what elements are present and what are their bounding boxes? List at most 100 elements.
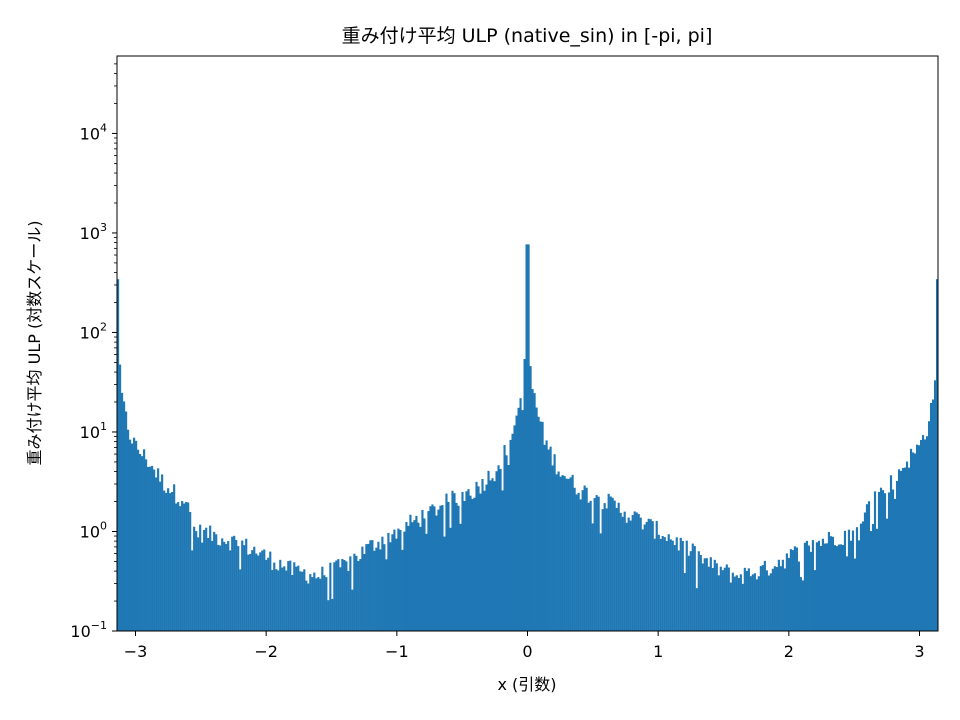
histogram-bar [523,359,526,631]
histogram-bar [413,520,416,631]
histogram-bar [431,504,434,631]
histogram-bar [819,546,823,631]
histogram-bar [247,554,250,631]
histogram-bar [769,573,772,631]
y-tick-label: 102 [80,320,107,342]
histogram-bar [263,549,266,631]
histogram-bar [417,522,420,631]
histogram-bar [295,566,298,631]
histogram-bar [651,521,654,631]
histogram-bar [771,568,774,631]
histogram-bar [589,500,592,631]
histogram-bar [831,536,835,631]
histogram-bar [685,540,688,631]
histogram-bar [885,518,889,631]
histogram-bar [443,536,446,631]
histogram-bar [249,553,252,631]
histogram-bar [707,566,710,631]
histogram-bar [139,453,142,631]
histogram-bar [395,538,398,631]
histogram-bar [571,474,574,631]
histogram-bar [661,536,664,631]
histogram-bar [229,550,232,631]
histogram-bar [231,536,234,631]
histogram-bar [691,543,694,631]
histogram-bar [377,541,380,631]
histogram-bar [121,392,124,631]
histogram-bar [737,577,740,631]
histogram-bar [213,531,216,631]
histogram-bar [569,477,572,631]
histogram-bar [615,507,618,631]
histogram-bar [709,557,712,631]
histogram-bar [701,563,704,631]
histogram-bar [485,484,488,631]
histogram-bar [283,566,286,631]
histogram-bar [581,490,584,631]
histogram-bar [221,538,224,631]
histogram-bar [541,421,544,631]
histogram-bar [543,444,546,631]
histogram-bar [435,515,438,631]
histogram-bar [179,506,182,631]
histogram-bar [217,544,220,631]
histogram-bar [345,561,348,631]
histogram-bar [299,571,302,631]
histogram-bars [117,244,939,631]
y-tick-label: 104 [80,121,107,143]
histogram-bar [385,559,388,631]
histogram-bar [879,487,883,631]
histogram-bar [557,471,560,631]
histogram-bar [627,517,630,631]
histogram-bar [251,550,254,631]
histogram-bar [559,476,562,631]
histogram-bar [719,566,722,631]
histogram-bar [765,570,768,631]
histogram-bar [741,583,744,631]
histogram-bar [781,559,784,631]
histogram-bar [829,536,833,631]
histogram-bar [843,530,847,631]
histogram-bar [887,492,891,631]
histogram-bar [851,530,855,631]
histogram-bar [865,504,869,631]
histogram-bar [791,550,794,631]
histogram-bar [367,543,370,631]
y-tick-label: 10−1 [70,619,107,641]
histogram-bar [173,484,176,631]
histogram-bar [153,469,156,631]
histogram-bar [913,453,917,631]
histogram-bar [905,461,909,631]
histogram-bar [669,539,672,631]
histogram-bar [601,509,604,631]
histogram-bar [375,547,378,631]
histogram-bar [291,575,294,631]
histogram-bar [117,279,120,631]
histogram-bar [465,491,468,631]
histogram-bar [329,562,332,631]
histogram-bar [777,559,780,631]
histogram-bar [383,544,386,631]
histogram-bar [731,572,734,631]
histogram-bar [667,534,670,631]
histogram-bar [613,500,616,631]
histogram-bar [371,540,374,631]
histogram-bar [361,546,364,631]
histogram-bar [161,474,164,631]
histogram-bar [567,478,570,631]
histogram-bar [235,539,238,631]
histogram-bar [141,456,144,631]
histogram-bar [481,479,484,631]
histogram-bar [807,545,810,631]
histogram-bar [281,567,284,631]
histogram-bar [239,569,242,631]
histogram-bar [793,546,796,631]
histogram-bar [335,560,338,631]
histogram-bar [743,567,746,631]
histogram-bar [787,557,790,631]
histogram-bar [903,467,907,631]
histogram-bar [323,575,326,631]
histogram-bar [539,421,542,631]
histogram-bar [687,555,690,631]
x-tick-label: −1 [385,642,409,661]
